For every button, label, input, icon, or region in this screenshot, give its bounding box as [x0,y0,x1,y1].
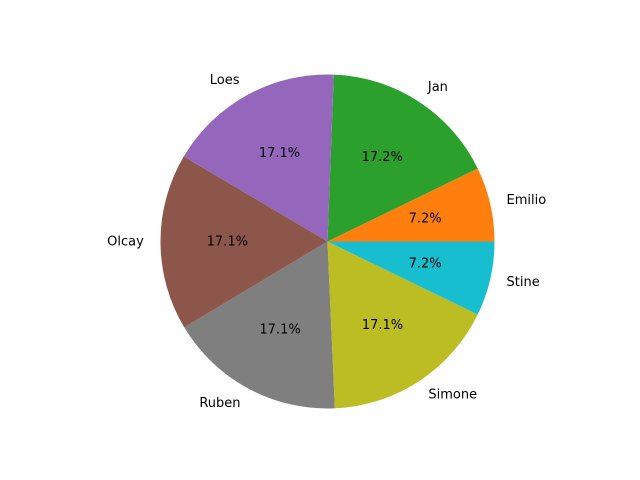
slice-label-jan: Jan [427,80,448,95]
percent-label-stine: 7.2% [409,256,442,271]
slice-label-ruben: Ruben [199,396,240,411]
pie-slices [160,74,495,409]
pie-slice-olcay [160,156,328,328]
percent-label-simone: 17.1% [362,318,403,333]
slice-label-loes: Loes [210,73,240,88]
slice-label-emilio: Emilio [507,193,547,208]
percent-label-olcay: 17.1% [207,234,248,249]
percent-label-jan: 17.2% [362,150,403,165]
pie-slice-stine [327,241,495,315]
slice-label-stine: Stine [507,275,540,290]
pie-labels: Emilio 7.2% Jan 17.2% Loes 17.1% Olcay 17.1% Rub… [107,73,546,411]
slice-label-simone: Simone [428,388,477,403]
pie-slice-loes [183,74,334,242]
pie-slice-ruben [184,241,335,409]
slice-label-olcay: Olcay [107,235,144,250]
pie-slice-emilio [327,168,495,242]
percent-label-loes: 17.1% [259,146,300,161]
percent-label-emilio: 7.2% [409,212,442,227]
pie-slice-simone [327,241,478,409]
pie-slice-jan [327,74,478,242]
percent-label-ruben: 17.1% [259,322,300,337]
